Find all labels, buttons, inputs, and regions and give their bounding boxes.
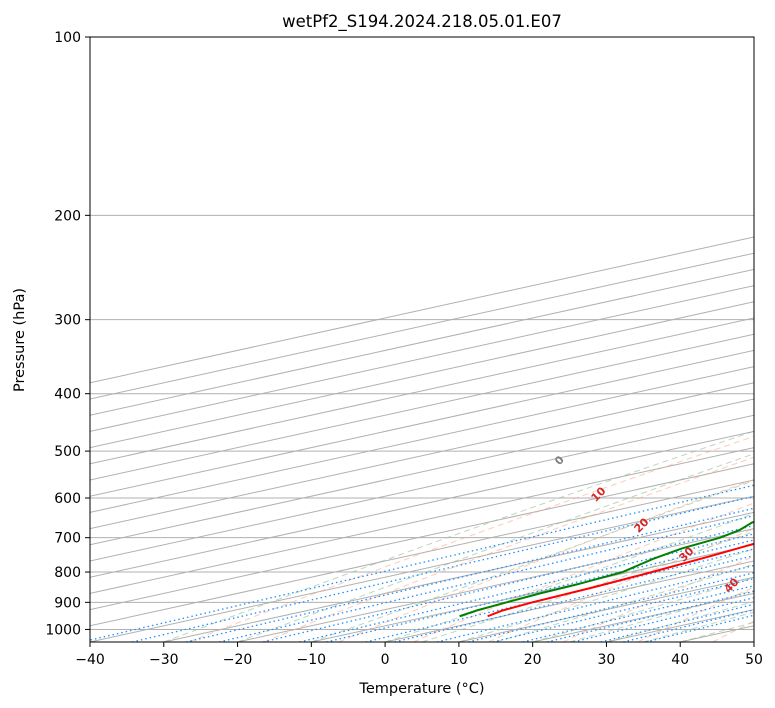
moist-adiabat-line: [237, 453, 754, 642]
moist-adiabat-label: 0: [552, 453, 567, 468]
chart-title: wetPf2_S194.2024.218.05.01.E07: [282, 12, 562, 32]
y-tick-label: 900: [54, 595, 81, 611]
axis-ticks: −40 −30 −20 −10 0 10 20 30 40 50 100 200 300 400 500 60…: [45, 30, 763, 668]
y-axis-label: Pressure (hPa): [12, 288, 28, 392]
mixing-ratio-line: [219, 515, 754, 642]
isotherm-line: [90, 268, 754, 416]
y-tick-label: 700: [54, 531, 81, 547]
mixing-ratio-line: [326, 539, 754, 642]
isotherm-line: [90, 463, 754, 611]
moist-adiabat-line: [163, 430, 754, 642]
isotherm-line: [311, 544, 754, 642]
isotherm-line: [90, 414, 754, 562]
mixing-ratio-line: [467, 572, 754, 642]
isotherm-line: [90, 430, 754, 578]
x-tick-label: 20: [524, 652, 542, 668]
x-tick-label: 50: [745, 652, 763, 668]
isotherm-line: [90, 479, 754, 627]
dry-adiabat-line: [413, 502, 754, 642]
dry-adiabat-line: [188, 435, 754, 642]
isotherm-line: [90, 236, 754, 384]
sounding-profiles: [459, 520, 754, 618]
y-tick-label: 500: [54, 444, 81, 460]
x-tick-label: 40: [671, 652, 689, 668]
isotherm-line: [237, 528, 754, 642]
pressure-gridlines: [90, 36, 754, 630]
y-tick-label: 300: [54, 313, 81, 329]
mixing-ratio-line: [90, 484, 754, 641]
isotherm-line: [90, 495, 754, 642]
moist-adiabat-line: [532, 577, 754, 642]
moist-adiabat-line: [569, 589, 754, 642]
isotherm-lines: [90, 236, 754, 642]
y-tick-label: 200: [54, 208, 81, 224]
x-tick-label: −20: [223, 652, 253, 668]
dewpoint-profile-line: [459, 520, 754, 618]
moist-adiabat-line: [643, 611, 754, 642]
isotherm-line: [90, 398, 754, 546]
isotherm-line: [90, 333, 754, 481]
x-tick-label: 30: [598, 652, 616, 668]
x-tick-label: −40: [75, 652, 105, 668]
mixing-ratio-line: [365, 548, 754, 642]
mixing-ratio-line: [436, 564, 754, 642]
x-tick-label: 0: [381, 652, 390, 668]
x-tick-label: 10: [450, 652, 468, 668]
dry-adiabat-line: [338, 478, 754, 642]
isotherm-line: [90, 382, 754, 530]
isotherm-line: [90, 349, 754, 497]
y-tick-label: 600: [54, 491, 81, 507]
isotherm-line: [90, 447, 754, 594]
y-tick-label: 400: [54, 387, 81, 403]
x-tick-label: −30: [149, 652, 179, 668]
moist-adiabat-line: [458, 548, 754, 642]
y-tick-label: 100: [54, 30, 81, 46]
isotherm-line: [753, 641, 754, 642]
x-tick-label: −10: [297, 652, 327, 668]
dry-adiabat-line: [488, 528, 754, 642]
y-tick-label: 1000: [45, 622, 81, 638]
y-tick-label: 800: [54, 565, 81, 581]
mixing-ratio-lines: [90, 484, 754, 642]
moist-adiabat-line: [421, 531, 754, 642]
isotherm-line: [90, 317, 754, 465]
isotherm-line: [90, 252, 754, 400]
mixing-ratio-line: [299, 533, 754, 642]
isotherm-line: [90, 285, 754, 432]
mixing-ratio-line: [394, 554, 754, 642]
isotherm-line: [90, 366, 754, 513]
isotherm-line: [90, 301, 754, 449]
x-axis-label: Temperature (°C): [358, 681, 484, 697]
isotherm-line: [163, 511, 754, 642]
plot-frame: [89, 36, 755, 643]
moist-adiabat-line: [311, 480, 754, 642]
reference-line-labels: 0.10.20.40.611.52346810131620253036-100-…: [552, 453, 742, 596]
dry-adiabat-line: [712, 620, 754, 642]
